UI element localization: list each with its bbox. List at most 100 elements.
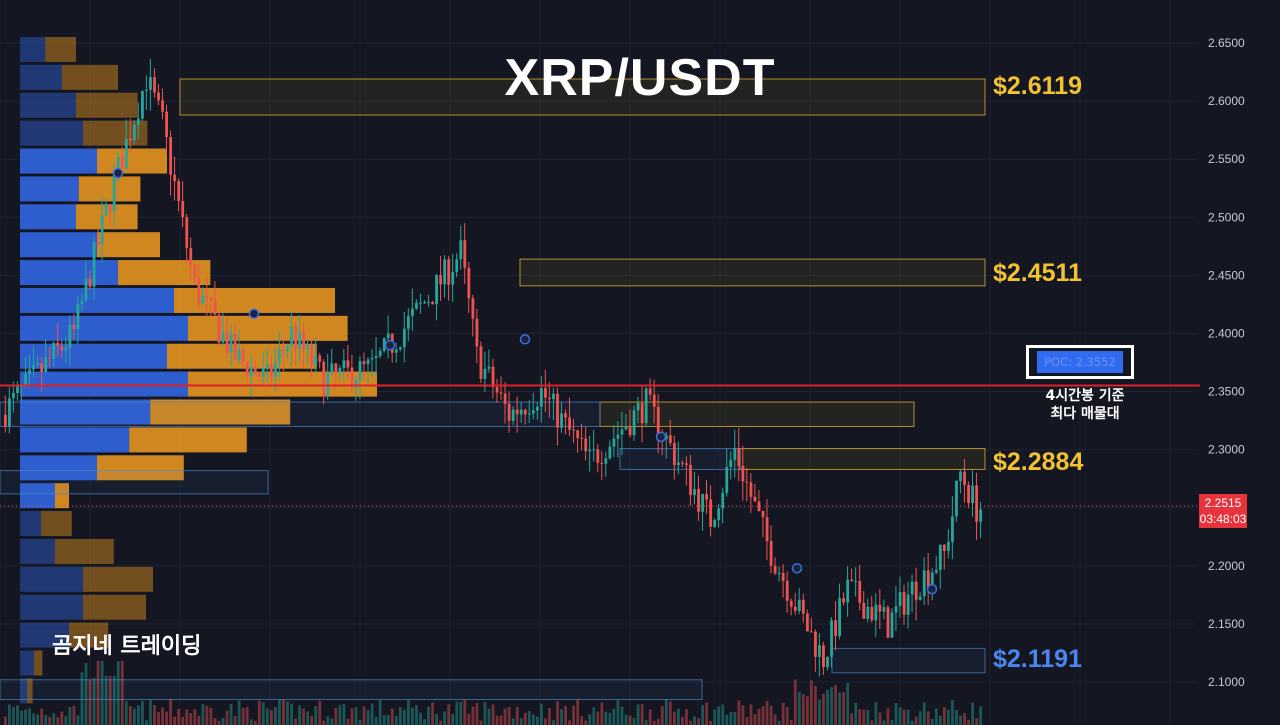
volume-bar xyxy=(52,713,56,725)
volume-bar xyxy=(644,720,648,725)
volume-bar xyxy=(632,717,636,725)
profile-sell-bar xyxy=(27,678,33,704)
candle-body xyxy=(229,333,233,353)
volume-bar xyxy=(705,702,709,725)
price-tick-label: 2.4000 xyxy=(1208,327,1245,341)
candle-body xyxy=(225,332,229,353)
volume-bar xyxy=(120,660,124,725)
candle-body xyxy=(523,409,527,415)
candle-body xyxy=(120,156,124,169)
volume-bar xyxy=(850,713,854,725)
volume-bar xyxy=(104,675,108,725)
volume-bar xyxy=(805,696,809,725)
volume-bar xyxy=(753,714,757,725)
profile-sell-bar xyxy=(150,399,291,425)
candle-body xyxy=(487,366,491,369)
candle-body xyxy=(132,124,136,141)
volume-bar xyxy=(32,713,36,725)
volume-bar xyxy=(926,711,930,725)
volume-bar xyxy=(930,718,934,725)
current-price-badge: 2.2515 03:48:03 xyxy=(1199,494,1247,528)
volume-bars xyxy=(4,660,983,725)
candle-body xyxy=(173,174,177,182)
candle-body xyxy=(100,215,104,245)
candle-body xyxy=(112,174,116,212)
volume-bar xyxy=(729,712,733,725)
candle-body xyxy=(797,599,801,611)
volume-bar xyxy=(221,718,225,725)
volume-bar xyxy=(866,710,870,725)
profile-sell-bar xyxy=(188,371,377,397)
pivot-marker xyxy=(519,334,531,345)
candle-body xyxy=(350,367,354,388)
candle-body xyxy=(346,360,350,368)
volume-bar xyxy=(338,705,342,725)
volume-bar xyxy=(193,709,197,725)
volume-bar xyxy=(914,716,918,725)
volume-bar xyxy=(402,709,406,725)
volume-bar xyxy=(971,702,974,725)
candle-body xyxy=(411,308,414,317)
volume-bar xyxy=(16,705,19,725)
volume-bar xyxy=(56,717,60,725)
profile-sell-bar xyxy=(78,176,141,202)
volume-bar xyxy=(552,720,555,725)
candle-body xyxy=(725,467,729,493)
volume-bar xyxy=(479,720,483,725)
volume-bar xyxy=(685,709,688,725)
volume-bar xyxy=(213,718,217,725)
volume-bar xyxy=(854,702,858,725)
candle-body xyxy=(423,302,426,304)
volume-bar xyxy=(612,709,616,725)
candle-body xyxy=(938,544,942,570)
profile-buy-bar xyxy=(20,511,41,537)
volume-bar xyxy=(979,706,983,725)
candle-body xyxy=(926,570,930,587)
candle-body xyxy=(753,496,757,502)
volume-bar xyxy=(245,706,249,725)
candle-body xyxy=(475,318,479,347)
volume-bar xyxy=(777,720,781,725)
volume-bar xyxy=(80,672,84,725)
volume-bar xyxy=(773,714,777,725)
candle-body xyxy=(326,372,330,397)
candle-body xyxy=(793,606,797,611)
volume-bar xyxy=(128,706,132,725)
volume-bar xyxy=(818,699,821,725)
candle-body xyxy=(306,344,310,350)
volume-bar xyxy=(576,699,580,725)
profile-buy-bar xyxy=(20,232,97,258)
candle-body xyxy=(801,599,805,614)
volume-bar xyxy=(556,701,559,725)
profile-sell-bar xyxy=(45,36,76,62)
candle-body xyxy=(560,413,563,428)
candle-body xyxy=(24,373,27,386)
volume-bar xyxy=(358,719,362,725)
candle-body xyxy=(918,596,922,600)
volume-bar xyxy=(797,691,801,725)
candle-body xyxy=(951,516,954,542)
candle-body xyxy=(584,438,588,452)
candle-body xyxy=(503,393,507,404)
profile-buy-bar xyxy=(20,64,62,90)
volume-bar xyxy=(294,718,297,725)
volume-bar xyxy=(487,708,491,725)
volume-bar xyxy=(24,709,27,725)
volume-bar xyxy=(511,718,515,725)
volume-bar xyxy=(814,685,817,725)
volume-bar xyxy=(326,716,330,725)
volume-bar xyxy=(648,709,652,725)
candle-body xyxy=(838,598,842,637)
volume-bar xyxy=(475,702,479,725)
volume-bar xyxy=(938,715,942,725)
volume-bar xyxy=(842,692,846,725)
candle-body xyxy=(394,349,398,353)
zone-box xyxy=(831,647,986,674)
volume-bar xyxy=(761,706,765,725)
volume-bar xyxy=(314,705,318,725)
candle-body xyxy=(580,437,584,439)
volume-bar xyxy=(467,713,471,725)
candle-body xyxy=(898,592,902,607)
candle-body xyxy=(930,572,934,587)
volume-bar xyxy=(282,699,285,725)
